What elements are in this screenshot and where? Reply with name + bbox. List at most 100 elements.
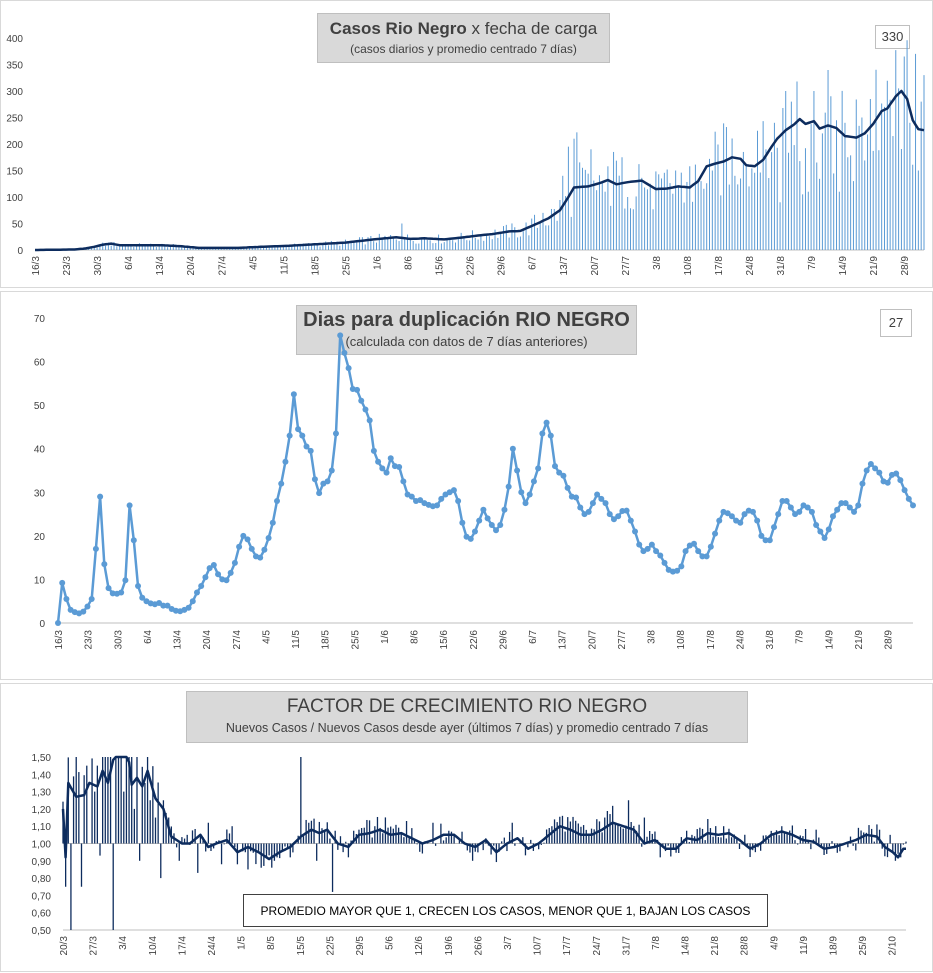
x-tick-label: 29/6 xyxy=(498,630,509,650)
x-tick-label: 13/7 xyxy=(559,256,570,276)
doubling-days-point xyxy=(379,465,386,472)
doubling-days-point xyxy=(408,493,415,500)
x-tick-label: 12/6 xyxy=(414,936,425,956)
y-tick-label: 30 xyxy=(34,488,46,499)
doubling-days-point xyxy=(615,513,622,520)
doubling-days-point xyxy=(265,535,272,542)
x-tick-label: 27/4 xyxy=(217,256,228,276)
doubling-days-point xyxy=(754,517,761,524)
doubling-days-point xyxy=(876,469,883,476)
growth-factor-title-box: FACTOR DE CRECIMIENTO RIO NEGRO Nuevos C… xyxy=(186,691,748,743)
x-tick-label: 1/6 xyxy=(372,256,383,270)
y-tick-label: 1,40 xyxy=(32,770,52,781)
y-tick-label: 300 xyxy=(6,87,23,98)
y-tick-label: 1,30 xyxy=(32,788,52,799)
x-tick-label: 10/8 xyxy=(683,256,694,276)
doubling-chart-subtitle: (calculada con datos de 7 días anteriore… xyxy=(345,334,588,349)
cases-chart-subtitle: (casos diarios y promedio centrado 7 día… xyxy=(350,42,577,56)
doubling-days-point xyxy=(758,532,765,539)
x-tick-label: 14/9 xyxy=(838,256,849,276)
cases-chart-title-box: Casos Rio Negro x fecha de carga (casos … xyxy=(317,13,610,63)
x-tick-label: 16/3 xyxy=(31,256,42,276)
doubling-days-point xyxy=(295,426,302,433)
doubling-days-point xyxy=(821,535,828,542)
x-tick-label: 17/7 xyxy=(562,936,573,956)
x-tick-label: 22/6 xyxy=(466,256,477,276)
y-tick-label: 50 xyxy=(34,401,46,412)
y-tick-label: 150 xyxy=(6,167,23,178)
doubling-days-point xyxy=(716,517,723,524)
doubling-days-point xyxy=(396,464,403,471)
doubling-days-point xyxy=(547,432,554,439)
x-tick-label: 20/4 xyxy=(186,256,197,276)
doubling-days-point xyxy=(97,493,104,500)
doubling-days-point xyxy=(653,548,660,555)
doubling-days-point xyxy=(855,502,862,509)
x-tick-label: 1/6 xyxy=(380,630,391,644)
doubling-days-point xyxy=(290,391,297,398)
x-tick-label: 28/9 xyxy=(884,630,895,650)
x-tick-label: 27/7 xyxy=(621,256,632,276)
doubling-days-point xyxy=(901,487,908,494)
cases-chart-title-rest: x fecha de carga xyxy=(466,19,598,38)
y-tick-label: 60 xyxy=(34,358,46,369)
doubling-days-point xyxy=(509,445,516,452)
doubling-days-point xyxy=(598,495,605,502)
doubling-days-point xyxy=(829,513,836,520)
x-tick-label: 24/8 xyxy=(735,630,746,650)
doubling-days-point xyxy=(92,545,99,552)
doubling-days-point xyxy=(126,502,133,509)
doubling-days-point xyxy=(236,543,243,550)
y-tick-label: 40 xyxy=(34,445,46,456)
doubling-days-point xyxy=(661,559,668,566)
x-tick-label: 8/6 xyxy=(404,256,415,270)
doubling-days-point xyxy=(215,571,222,578)
doubling-days-point xyxy=(897,477,904,484)
doubling-days-point xyxy=(400,478,407,485)
doubling-days-point xyxy=(202,574,209,581)
doubling-days-point xyxy=(690,540,697,547)
x-tick-label: 4/5 xyxy=(248,256,259,270)
doubling-days-point xyxy=(139,594,146,601)
x-tick-label: 15/6 xyxy=(439,630,450,650)
y-tick-label: 50 xyxy=(12,220,24,231)
doubling-days-point xyxy=(775,511,782,518)
x-tick-label: 22/5 xyxy=(325,936,336,956)
doubling-days-point xyxy=(678,563,685,570)
doubling-days-point xyxy=(459,519,466,526)
doubling-latest-badge: 27 xyxy=(880,309,912,337)
doubling-days-point xyxy=(55,620,61,626)
doubling-days-point xyxy=(535,465,542,472)
seven-day-average-line xyxy=(35,89,925,252)
x-tick-label: 15/6 xyxy=(435,256,446,276)
doubling-days-point xyxy=(387,455,394,462)
doubling-days-point xyxy=(227,569,234,576)
cases-latest-badge: 330 xyxy=(875,25,910,49)
growth-factor-subtitle: Nuevos Casos / Nuevos Casos desde ayer (… xyxy=(225,721,709,735)
doubling-days-point xyxy=(589,500,596,507)
doubling-days-point xyxy=(484,515,491,522)
doubling-days-point xyxy=(455,498,462,504)
doubling-days-point xyxy=(808,508,815,515)
doubling-days-point xyxy=(893,470,900,477)
growth-factor-average-line xyxy=(61,755,906,861)
doubling-days-point xyxy=(210,562,217,569)
doubling-days-point xyxy=(712,530,719,537)
doubling-days-point xyxy=(610,516,617,523)
doubling-days-point xyxy=(164,602,171,609)
x-tick-label: 2/10 xyxy=(888,936,899,956)
x-tick-label: 23/3 xyxy=(62,256,73,276)
x-tick-label: 21/9 xyxy=(869,256,880,276)
x-tick-label: 1/5 xyxy=(237,936,248,950)
doubling-days-point xyxy=(872,465,879,472)
doubling-days-point xyxy=(838,500,845,507)
doubling-days-point xyxy=(657,552,664,559)
x-tick-label: 11/5 xyxy=(291,630,302,649)
x-tick-label: 21/8 xyxy=(710,936,721,956)
growth-factor-svg: 0,50 0,60 0,70 0,80 0,90 1,00 1,10 1,20 1,30 1,40… xyxy=(32,753,907,956)
y-tick-label: 0,80 xyxy=(32,874,52,885)
y-tick-label: 400 xyxy=(6,34,23,45)
growth-factor-panel: FACTOR DE CRECIMIENTO RIO NEGRO Nuevos C… xyxy=(0,683,933,972)
doubling-chart-title-box: Dias para duplicación RIO NEGRO (calcula… xyxy=(296,305,637,355)
x-tick-label: 20/3 xyxy=(59,936,70,956)
